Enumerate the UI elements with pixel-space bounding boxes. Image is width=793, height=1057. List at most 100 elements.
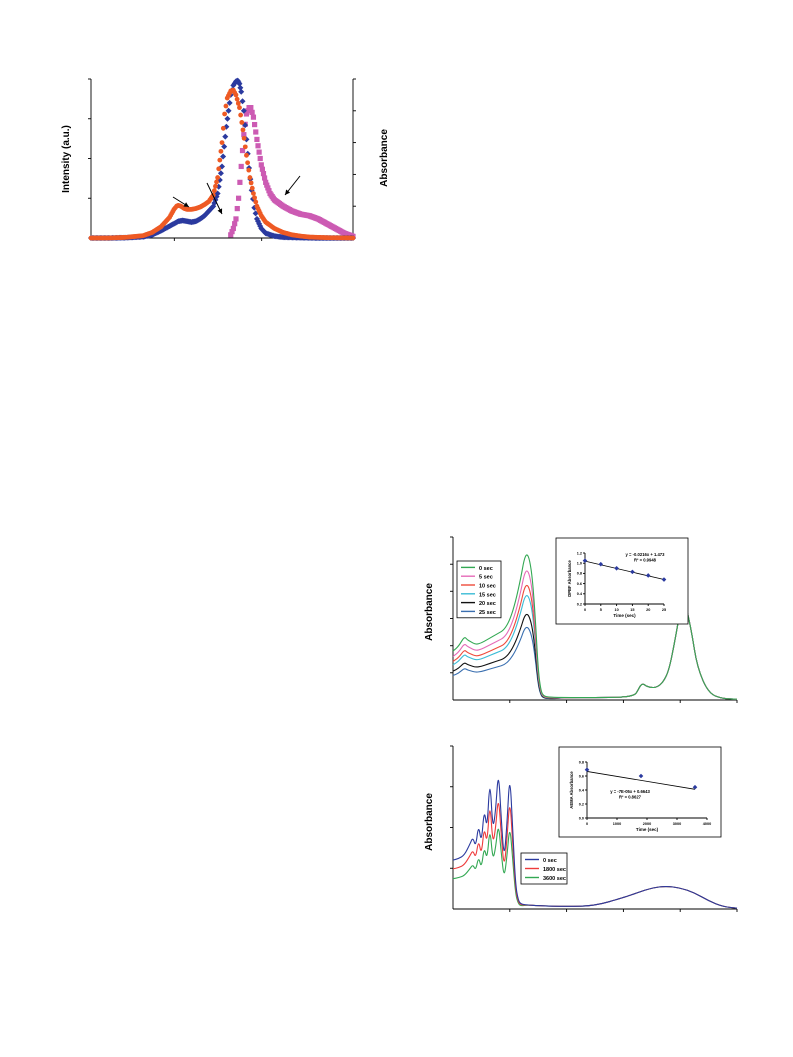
chart-1-point bbox=[220, 153, 227, 160]
chart-1-point bbox=[260, 171, 267, 177]
chart-1-point bbox=[220, 125, 226, 131]
chart-1-ylabel-left: Intensity (a.u.) bbox=[61, 125, 72, 193]
chart-1-point bbox=[217, 157, 223, 163]
chart-2-inset-point bbox=[645, 573, 651, 578]
chart-1-ylabel-right: Absorbance bbox=[379, 129, 390, 187]
chart-1-point bbox=[251, 191, 256, 196]
chart-2-inset-y-tick-label: 1.2 bbox=[577, 551, 582, 555]
chart-2-inset-point bbox=[598, 561, 604, 567]
chart-2-inset-y-tick-label: 0.4 bbox=[577, 592, 583, 596]
chart-1-point bbox=[216, 166, 222, 172]
chart-1-point bbox=[244, 152, 249, 158]
chart-1-point bbox=[230, 225, 236, 232]
chart-1-point bbox=[234, 96, 240, 102]
chart-3-inset-fit-line bbox=[586, 771, 696, 790]
chart-1-arrow-head bbox=[183, 202, 189, 207]
chart-2-inset-frame bbox=[555, 537, 689, 625]
chart-2-inset-y-tick-label: 0.8 bbox=[577, 572, 582, 576]
chart-1-point bbox=[241, 132, 247, 138]
chart-3-inset-x-tick-label: 0 bbox=[586, 822, 588, 826]
chart-3-series-line bbox=[452, 828, 738, 909]
chart-1-point bbox=[261, 175, 268, 181]
chart-2-inset-y-tick-label: 1.0 bbox=[577, 562, 582, 566]
chart-2-legend-label: 0 sec bbox=[479, 566, 493, 572]
chart-1-series-2 bbox=[228, 105, 356, 240]
chart-1-point bbox=[219, 140, 225, 146]
chart-1-point bbox=[239, 120, 245, 125]
chart-2-inset-point bbox=[582, 558, 588, 563]
chart-1-point bbox=[252, 121, 258, 128]
chart-1-point bbox=[225, 107, 232, 114]
chart-2-legend-label: 10 sec bbox=[479, 584, 496, 590]
chart-2-inset-point bbox=[661, 577, 667, 582]
chart-2-inset-ylabel: DPBF Absorbance bbox=[567, 560, 572, 597]
chart-1-point bbox=[215, 175, 221, 180]
chart-1-point bbox=[238, 112, 244, 118]
chart-1-point bbox=[223, 103, 229, 109]
chart-1-point bbox=[247, 175, 253, 180]
chart-3-inset-xlabel: Time (sec) bbox=[636, 827, 659, 832]
chart-2-series-line bbox=[452, 554, 738, 700]
chart-1-arrow-head bbox=[285, 189, 291, 195]
chart-1-series bbox=[88, 77, 356, 241]
chart-1-point bbox=[245, 108, 251, 114]
chart-2-legend-box bbox=[456, 560, 502, 619]
chart-1-point bbox=[240, 127, 246, 133]
chart-1-point bbox=[222, 133, 229, 140]
chart-1-point bbox=[221, 143, 228, 150]
chart-1-series-1 bbox=[88, 87, 356, 241]
chart-1-point bbox=[236, 80, 243, 87]
chart-1-point bbox=[228, 232, 234, 238]
chart-3-inset-r2: R² = 0.8627 bbox=[619, 795, 642, 800]
chart-1-point bbox=[218, 148, 224, 154]
chart-2-inset-xlabel: Time (sec) bbox=[613, 613, 636, 618]
chart-2-inset-point bbox=[614, 566, 619, 571]
chart-2-legend-label: 20 sec bbox=[479, 601, 496, 607]
chart-1-point bbox=[239, 147, 246, 154]
chart-3-legend-label: 0 sec bbox=[543, 858, 557, 864]
chart-1-arrow-head bbox=[217, 208, 223, 214]
chart-3-inset-x-tick-label: 3000 bbox=[673, 822, 681, 826]
chart-1-point bbox=[257, 155, 263, 162]
chart-1-point bbox=[350, 235, 356, 241]
chart-3-inset-x-tick-label: 2000 bbox=[643, 822, 651, 826]
chart-2-legend-label: 25 sec bbox=[479, 610, 496, 616]
chart-3-series bbox=[452, 779, 738, 909]
chart-2-inset-y-tick-label: 0.6 bbox=[577, 582, 582, 586]
chart-3-legend-label: 1800 sec bbox=[543, 867, 566, 873]
chart-2-ylabel: Absorbance bbox=[424, 583, 435, 641]
chart-3-inset: 0 1000 2000 3000 4000 0.0 0.2 0.4 0.6 0.8 Time (se… bbox=[558, 746, 722, 838]
chart-1-point bbox=[224, 115, 231, 122]
chart-1-point bbox=[233, 92, 239, 98]
chart-3-inset-x-tick-label: 1000 bbox=[613, 822, 621, 826]
chart-1-point bbox=[248, 180, 254, 186]
chart-1-point bbox=[253, 129, 259, 135]
chart-2-inset-x-tick-label: 5 bbox=[600, 608, 602, 612]
chart-1-annotations bbox=[172, 175, 301, 215]
chart-1-point bbox=[256, 149, 262, 155]
chart-1-arrow bbox=[206, 182, 223, 215]
chart-1-point bbox=[255, 143, 261, 149]
chart-1-point bbox=[226, 99, 233, 106]
chart-1-point bbox=[238, 163, 244, 170]
chart-3-ylabel: Absorbance bbox=[424, 793, 435, 851]
chart-3-inset-point bbox=[692, 784, 698, 790]
chart-2-legend: 0 sec 5 sec 10 sec 15 sec 20 sec 25 sec bbox=[456, 560, 502, 619]
chart-1-point bbox=[245, 160, 251, 166]
chart-2-inset-x-tick-label: 0 bbox=[584, 608, 586, 612]
chart-2-inset-y-tick-label: 0.2 bbox=[577, 602, 582, 606]
chart-1-point bbox=[250, 114, 257, 120]
chart-1-point bbox=[266, 188, 272, 194]
chart-1-point bbox=[259, 166, 265, 172]
chart-1-point bbox=[263, 179, 269, 185]
chart-1-point bbox=[248, 105, 254, 111]
chart-3-inset-ylabel: AEMA Absorbance bbox=[569, 771, 574, 809]
chart-1-point bbox=[229, 229, 235, 235]
chart-2-inset: 0 5 10 15 20 25 0.2 0.4 0.6 0.8 1.0 1.2 Time (sec) DP… bbox=[555, 537, 689, 625]
chart-3-series-line bbox=[452, 779, 738, 909]
chart-1-point bbox=[235, 195, 242, 201]
chart-3-axes bbox=[450, 745, 738, 912]
chart-1-point bbox=[232, 221, 238, 227]
